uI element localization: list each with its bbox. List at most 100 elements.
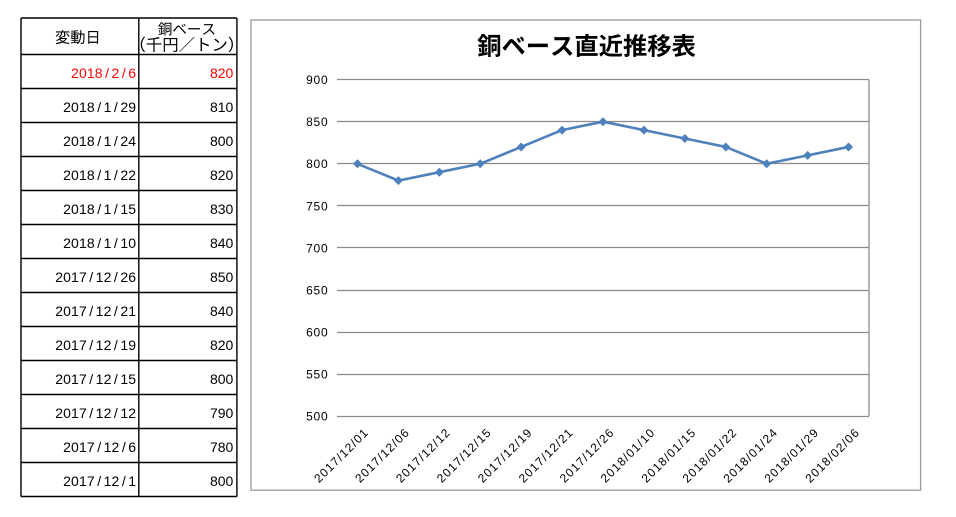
svg-text:7: 7 xyxy=(79,337,87,353)
svg-text:1: 1 xyxy=(120,337,128,353)
svg-text:1: 1 xyxy=(128,303,136,319)
svg-text:1: 1 xyxy=(104,167,112,183)
svg-text:810: 810 xyxy=(210,99,234,115)
svg-text:2: 2 xyxy=(63,201,71,217)
svg-text:2: 2 xyxy=(120,303,128,319)
svg-text:0: 0 xyxy=(63,269,71,285)
svg-text:6: 6 xyxy=(306,326,313,340)
svg-text:790: 790 xyxy=(210,405,234,421)
svg-text:/: / xyxy=(97,133,101,149)
svg-text:/: / xyxy=(114,269,118,285)
svg-text:0: 0 xyxy=(71,99,79,115)
svg-text:0: 0 xyxy=(63,371,71,387)
svg-text:0: 0 xyxy=(63,303,71,319)
svg-text:7: 7 xyxy=(79,303,87,319)
svg-text:830: 830 xyxy=(210,201,234,217)
svg-text:6: 6 xyxy=(306,283,313,297)
svg-text:0: 0 xyxy=(63,405,71,421)
svg-text:/: / xyxy=(114,405,118,421)
svg-text:/: / xyxy=(122,439,126,455)
svg-text:2: 2 xyxy=(55,303,63,319)
svg-text:2: 2 xyxy=(63,235,71,251)
svg-text:7: 7 xyxy=(87,439,95,455)
svg-text:5: 5 xyxy=(306,368,313,382)
svg-text:0: 0 xyxy=(63,337,71,353)
svg-text:8: 8 xyxy=(306,115,313,129)
svg-text:5: 5 xyxy=(306,410,313,424)
svg-text:2: 2 xyxy=(63,473,71,489)
svg-text:/: / xyxy=(114,201,118,217)
svg-text:/: / xyxy=(114,303,118,319)
svg-text:8: 8 xyxy=(306,157,313,171)
svg-text:0: 0 xyxy=(71,473,79,489)
svg-text:/: / xyxy=(97,99,101,115)
svg-text:0: 0 xyxy=(321,410,328,424)
svg-text:1: 1 xyxy=(104,473,112,489)
svg-text:840: 840 xyxy=(210,235,234,251)
svg-text:1: 1 xyxy=(79,99,87,115)
svg-text:5: 5 xyxy=(314,368,321,382)
svg-text:/: / xyxy=(97,235,101,251)
svg-text:0: 0 xyxy=(321,368,328,382)
svg-text:0: 0 xyxy=(314,157,321,171)
svg-text:1: 1 xyxy=(96,269,104,285)
svg-text:820: 820 xyxy=(210,65,234,81)
svg-text:7: 7 xyxy=(306,241,313,255)
svg-text:9: 9 xyxy=(128,99,136,115)
svg-text:1: 1 xyxy=(104,133,112,149)
svg-text:0: 0 xyxy=(321,73,328,87)
svg-text:1: 1 xyxy=(104,439,112,455)
svg-text:/: / xyxy=(97,473,101,489)
svg-text:1: 1 xyxy=(71,269,79,285)
svg-text:7: 7 xyxy=(79,371,87,387)
svg-text:1: 1 xyxy=(87,65,95,81)
svg-text:0: 0 xyxy=(71,439,79,455)
svg-text:/: / xyxy=(89,337,93,353)
svg-text:0: 0 xyxy=(79,65,87,81)
svg-text:2: 2 xyxy=(120,269,128,285)
svg-text:8: 8 xyxy=(87,99,95,115)
svg-text:1: 1 xyxy=(71,371,79,387)
svg-text:1: 1 xyxy=(71,303,79,319)
svg-text:0: 0 xyxy=(321,199,328,213)
svg-text:2: 2 xyxy=(120,167,128,183)
svg-text:1: 1 xyxy=(120,235,128,251)
svg-text:/: / xyxy=(89,303,93,319)
svg-text:2: 2 xyxy=(128,405,136,421)
svg-text:1: 1 xyxy=(79,235,87,251)
svg-text:1: 1 xyxy=(79,167,87,183)
svg-text:1: 1 xyxy=(104,99,112,115)
svg-text:2: 2 xyxy=(63,99,71,115)
svg-text:8: 8 xyxy=(87,235,95,251)
svg-text:0: 0 xyxy=(71,235,79,251)
svg-text:1: 1 xyxy=(120,405,128,421)
svg-text:800: 800 xyxy=(210,473,234,489)
svg-text:/: / xyxy=(122,473,126,489)
svg-text:780: 780 xyxy=(210,439,234,455)
svg-text:0: 0 xyxy=(321,241,328,255)
svg-text:/: / xyxy=(114,167,118,183)
svg-text:/: / xyxy=(105,65,109,81)
svg-text:2: 2 xyxy=(104,269,112,285)
svg-text:1: 1 xyxy=(128,473,136,489)
svg-text:2: 2 xyxy=(104,405,112,421)
svg-text:5: 5 xyxy=(314,199,321,213)
svg-text:2: 2 xyxy=(71,65,79,81)
svg-text:0: 0 xyxy=(71,167,79,183)
svg-text:/: / xyxy=(114,133,118,149)
svg-text:6: 6 xyxy=(128,269,136,285)
svg-text:/: / xyxy=(97,439,101,455)
svg-text:7: 7 xyxy=(306,199,313,213)
svg-text:1: 1 xyxy=(96,405,104,421)
svg-text:5: 5 xyxy=(128,201,136,217)
svg-text:1: 1 xyxy=(79,439,87,455)
svg-text:2: 2 xyxy=(104,337,112,353)
svg-text:820: 820 xyxy=(210,167,234,183)
svg-text:/: / xyxy=(114,371,118,387)
svg-text:840: 840 xyxy=(210,303,234,319)
svg-text:5: 5 xyxy=(314,283,321,297)
svg-text:0: 0 xyxy=(71,201,79,217)
svg-text:9: 9 xyxy=(128,337,136,353)
svg-text:/: / xyxy=(89,371,93,387)
svg-text:0: 0 xyxy=(314,241,321,255)
